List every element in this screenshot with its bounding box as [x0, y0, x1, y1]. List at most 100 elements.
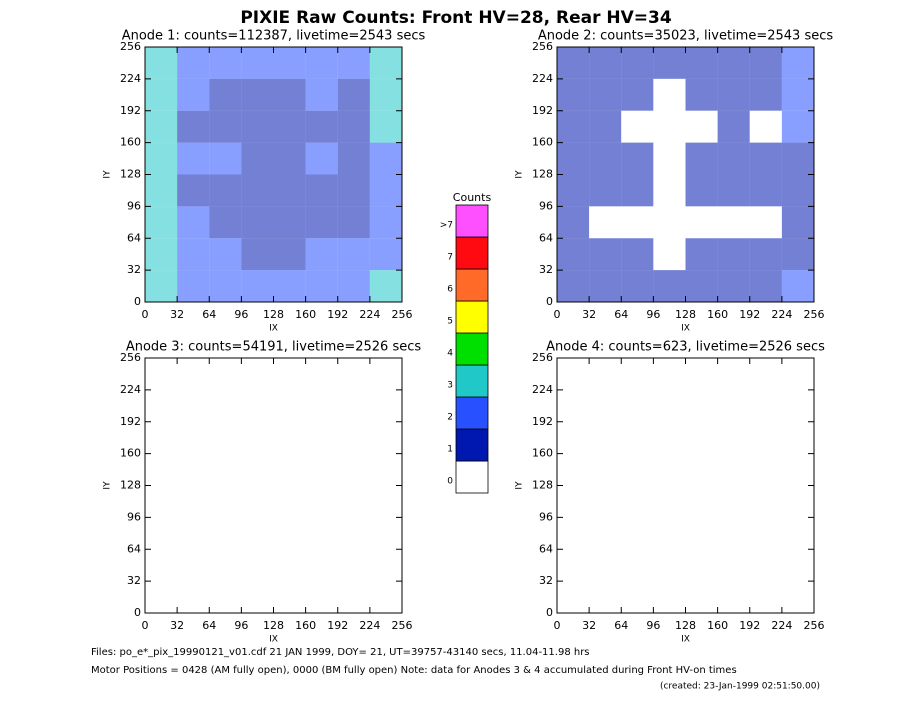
heatmap-cell — [241, 549, 274, 582]
heatmap-cell — [273, 517, 306, 550]
x-tick-label: 224 — [359, 619, 380, 632]
x-axis-label: IX — [269, 324, 278, 334]
x-tick-label: 32 — [170, 619, 184, 632]
heatmap-cell — [781, 517, 814, 550]
y-tick-label: 192 — [532, 415, 553, 428]
colorbar-swatch — [455, 236, 489, 270]
heatmap-cell — [589, 517, 622, 550]
heatmap-cell — [749, 517, 782, 550]
heatmap-cell — [589, 270, 622, 302]
heatmap-cell — [589, 238, 622, 271]
y-tick-label: 64 — [127, 231, 141, 244]
heatmap-cell — [241, 174, 274, 207]
heatmap-cell — [653, 485, 686, 518]
heatmap-cell — [241, 206, 274, 239]
heatmap-cell — [589, 549, 622, 582]
heatmap-cell — [177, 206, 210, 239]
y-tick-label: 128 — [120, 168, 141, 181]
heatmap-cell — [305, 581, 338, 613]
heatmap-cell — [241, 421, 274, 454]
heatmap-cell — [589, 485, 622, 518]
heatmap-cell — [685, 517, 718, 550]
y-tick-label: 96 — [539, 199, 553, 212]
heatmap-cell — [717, 47, 750, 79]
heatmap-cell — [305, 238, 338, 271]
x-tick-label: 64 — [614, 619, 628, 632]
heatmap-cell — [781, 142, 814, 175]
x-tick-label: 32 — [582, 619, 596, 632]
heatmap-cell — [337, 174, 370, 207]
heatmap-cell — [369, 110, 402, 143]
figure-title: PIXIE Raw Counts: Front HV=28, Rear HV=3… — [240, 8, 672, 28]
y-tick-label: 0 — [546, 295, 553, 308]
y-tick-label: 256 — [120, 40, 141, 53]
x-tick-label: 192 — [327, 308, 348, 321]
x-tick-label: 32 — [170, 308, 184, 321]
heatmap-cell — [621, 421, 654, 454]
heatmap-cell — [305, 110, 338, 143]
heatmap-cell — [653, 238, 686, 271]
heatmap-cell — [717, 421, 750, 454]
heatmap-cell — [337, 206, 370, 239]
heatmap-cell — [177, 174, 210, 207]
x-tick-label: 64 — [614, 308, 628, 321]
heatmap-cell — [621, 485, 654, 518]
colorbar-label: 0 — [447, 477, 453, 487]
heatmap-cell — [781, 110, 814, 143]
heatmap-cell — [717, 174, 750, 207]
heatmap-cell — [337, 78, 370, 111]
heatmap-cell — [717, 110, 750, 143]
y-tick-label: 224 — [120, 383, 141, 396]
colorbar-title: Counts — [453, 191, 492, 204]
heatmap-cell — [717, 78, 750, 111]
heatmap-cell — [145, 110, 178, 143]
heatmap-cell — [241, 581, 274, 613]
y-tick-label: 160 — [120, 447, 141, 460]
heatmap-cell — [749, 142, 782, 175]
x-tick-label: 192 — [327, 619, 348, 632]
heatmap-cell — [305, 549, 338, 582]
y-tick-label: 64 — [539, 542, 553, 555]
heatmap-cell — [685, 270, 718, 302]
heatmap-cell — [209, 47, 242, 79]
heatmap-cell — [749, 453, 782, 486]
colorbar-swatch — [455, 268, 489, 302]
heatmap-cell — [653, 142, 686, 175]
heatmap-cell — [177, 485, 210, 518]
heatmap-cell — [369, 421, 402, 454]
heatmap-cell — [749, 206, 782, 239]
heatmap-cell — [589, 78, 622, 111]
heatmap-cell — [749, 485, 782, 518]
heatmap-cell — [781, 358, 814, 390]
heatmap-cell — [557, 453, 590, 486]
heatmap-cell — [621, 110, 654, 143]
heatmap-cell — [145, 206, 178, 239]
heatmap-cell — [557, 206, 590, 239]
heatmap-cell — [653, 421, 686, 454]
heatmap-cell — [305, 142, 338, 175]
heatmap-cell — [177, 421, 210, 454]
heatmap-cell — [337, 581, 370, 613]
heatmap-cell — [621, 517, 654, 550]
heatmap-cell — [305, 174, 338, 207]
heatmap-cell — [305, 389, 338, 422]
heatmap-cell — [273, 549, 306, 582]
heatmap-cell — [209, 549, 242, 582]
footer-files: Files: po_e*_pix_19990121_v01.cdf 21 JAN… — [91, 647, 590, 658]
heatmap-cell — [337, 485, 370, 518]
heatmap-cell — [749, 47, 782, 79]
heatmap-cell — [145, 389, 178, 422]
heatmap-cell — [145, 485, 178, 518]
x-tick-label: 224 — [771, 619, 792, 632]
y-tick-label: 256 — [532, 40, 553, 53]
heatmap-cell — [241, 78, 274, 111]
heatmap-cell — [621, 549, 654, 582]
heatmap-cell — [305, 78, 338, 111]
heatmap-cell — [241, 453, 274, 486]
heatmap-cell — [653, 549, 686, 582]
heatmap-cell — [273, 78, 306, 111]
colorbar-swatch — [455, 460, 489, 494]
heatmap-cell — [369, 453, 402, 486]
heatmap-cell — [781, 174, 814, 207]
